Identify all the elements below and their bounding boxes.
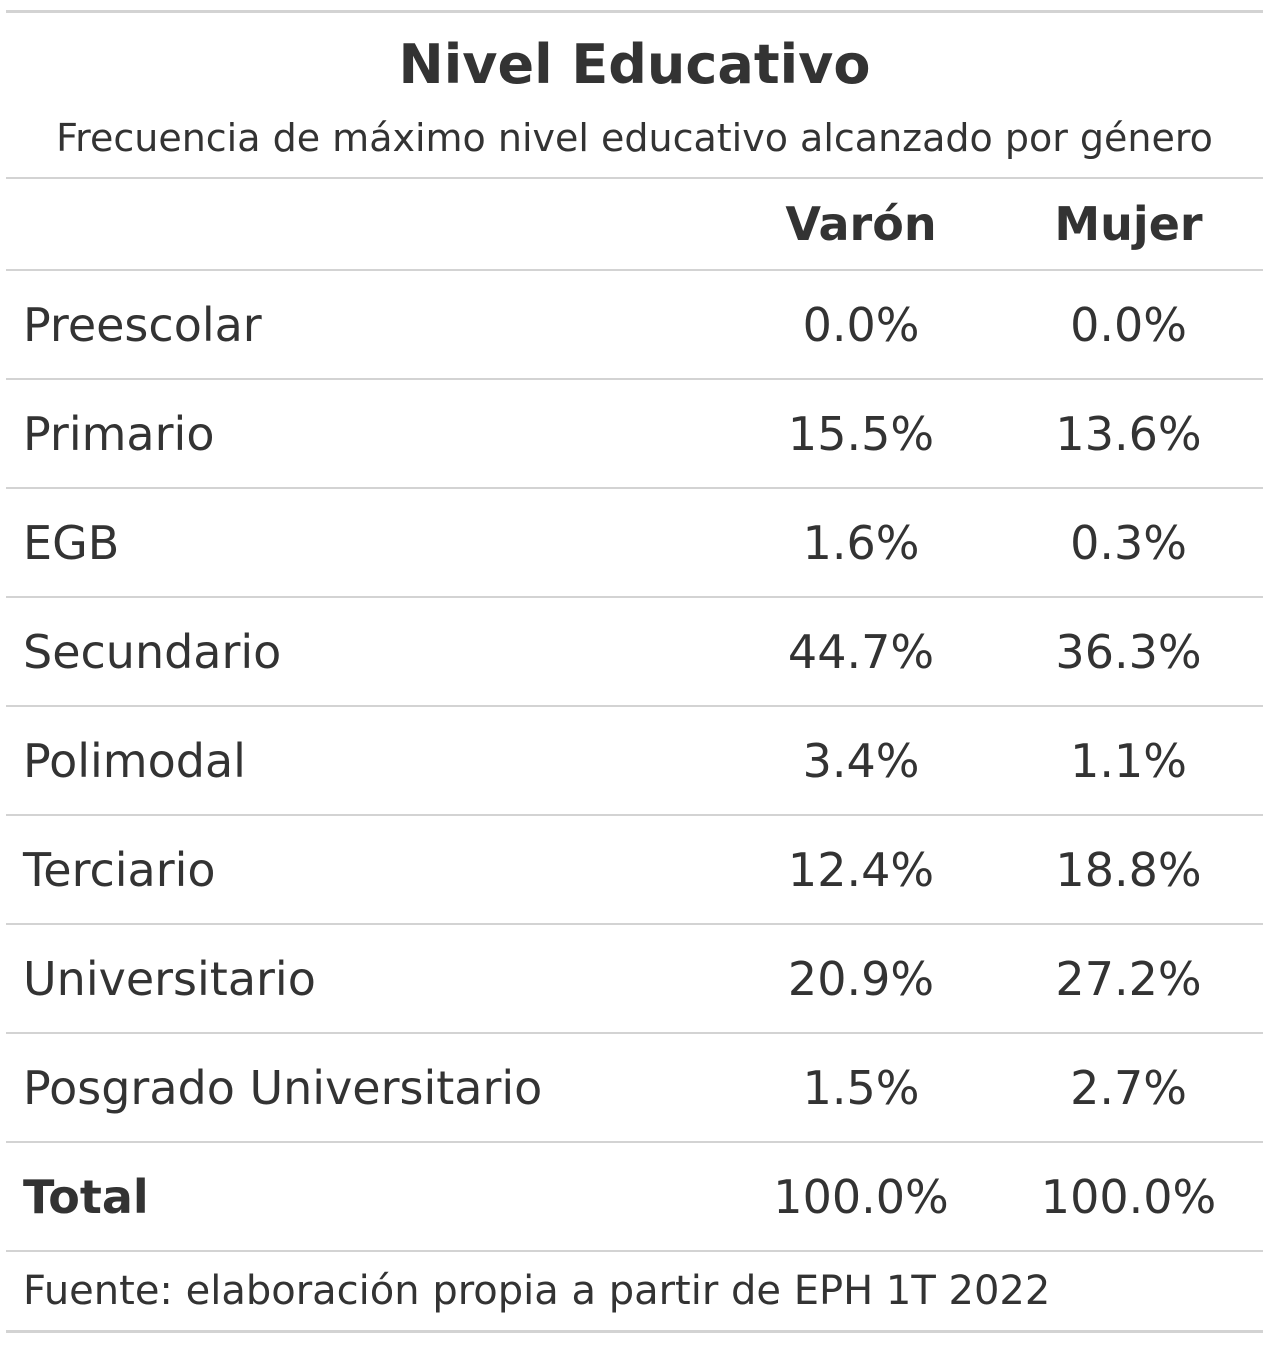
- row-divider: [6, 487, 1263, 489]
- table-row: Secundario 44.7% 36.3%: [6, 598, 1263, 705]
- source-note: Fuente: elaboración propia a partir de E…: [23, 1268, 1051, 1314]
- cell-varon: 1.6%: [802, 515, 920, 570]
- cell-mujer: 0.0%: [1070, 297, 1187, 352]
- table-heading: Nivel Educativo Frecuencia de máximo niv…: [6, 13, 1263, 177]
- row-label: EGB: [23, 515, 120, 570]
- table-title: Nivel Educativo: [398, 33, 871, 96]
- cell-varon: 12.4%: [787, 842, 935, 897]
- cell-mujer: 27.2%: [1055, 951, 1202, 1006]
- column-header-row: Varón Mujer: [6, 179, 1263, 269]
- row-label: Preescolar: [23, 297, 262, 352]
- cell-mujer: 18.8%: [1055, 842, 1202, 897]
- row-divider: [6, 705, 1263, 707]
- cell-varon: 3.4%: [802, 733, 920, 788]
- table-body: Preescolar 0.0% 0.0% Primario 15.5% 13.6…: [6, 271, 1263, 1250]
- cell-varon: 44.7%: [787, 624, 935, 679]
- table-row: Posgrado Universitario 1.5% 2.7%: [6, 1034, 1263, 1141]
- column-header-varon: Varón: [785, 197, 937, 251]
- row-divider: [6, 596, 1263, 598]
- total-mujer: 100.0%: [1040, 1169, 1217, 1224]
- row-label: Posgrado Universitario: [23, 1060, 543, 1115]
- row-divider: [6, 378, 1263, 380]
- row-label: Secundario: [23, 624, 282, 679]
- row-divider: [6, 814, 1263, 816]
- cell-mujer: 1.1%: [1070, 733, 1187, 788]
- cell-varon: 1.5%: [802, 1060, 920, 1115]
- cell-varon: 20.9%: [787, 951, 935, 1006]
- table-top-rule: [6, 10, 1263, 13]
- row-label: Polimodal: [23, 733, 246, 788]
- row-label: Terciario: [23, 842, 216, 897]
- row-label: Primario: [23, 406, 215, 461]
- table-row: Terciario 12.4% 18.8%: [6, 816, 1263, 923]
- cell-varon: 0.0%: [802, 297, 920, 352]
- heading-rule: [6, 177, 1263, 179]
- cell-mujer: 36.3%: [1055, 624, 1202, 679]
- table-row: Polimodal 3.4% 1.1%: [6, 707, 1263, 814]
- table-row: EGB 1.6% 0.3%: [6, 489, 1263, 596]
- row-divider: [6, 1141, 1263, 1143]
- total-row: Total 100.0% 100.0%: [6, 1143, 1263, 1250]
- row-divider: [6, 1032, 1263, 1034]
- table-bottom-rule: [6, 1330, 1263, 1333]
- cell-mujer: 13.6%: [1055, 406, 1202, 461]
- row-divider: [6, 923, 1263, 925]
- table-row: Primario 15.5% 13.6%: [6, 380, 1263, 487]
- cell-mujer: 2.7%: [1070, 1060, 1187, 1115]
- column-header-mujer: Mujer: [1054, 197, 1203, 251]
- table-row: Universitario 20.9% 27.2%: [6, 925, 1263, 1032]
- column-header-rule: [6, 269, 1263, 271]
- footer-rule: [6, 1250, 1263, 1252]
- total-varon: 100.0%: [773, 1169, 949, 1224]
- table-row: Preescolar 0.0% 0.0%: [6, 271, 1263, 378]
- table-subtitle: Frecuencia de máximo nivel educativo alc…: [56, 116, 1213, 160]
- total-label: Total: [23, 1169, 149, 1224]
- cell-varon: 15.5%: [787, 406, 935, 461]
- row-label: Universitario: [23, 951, 316, 1006]
- education-table: Nivel Educativo Frecuencia de máximo niv…: [6, 10, 1263, 1333]
- cell-mujer: 0.3%: [1070, 515, 1187, 570]
